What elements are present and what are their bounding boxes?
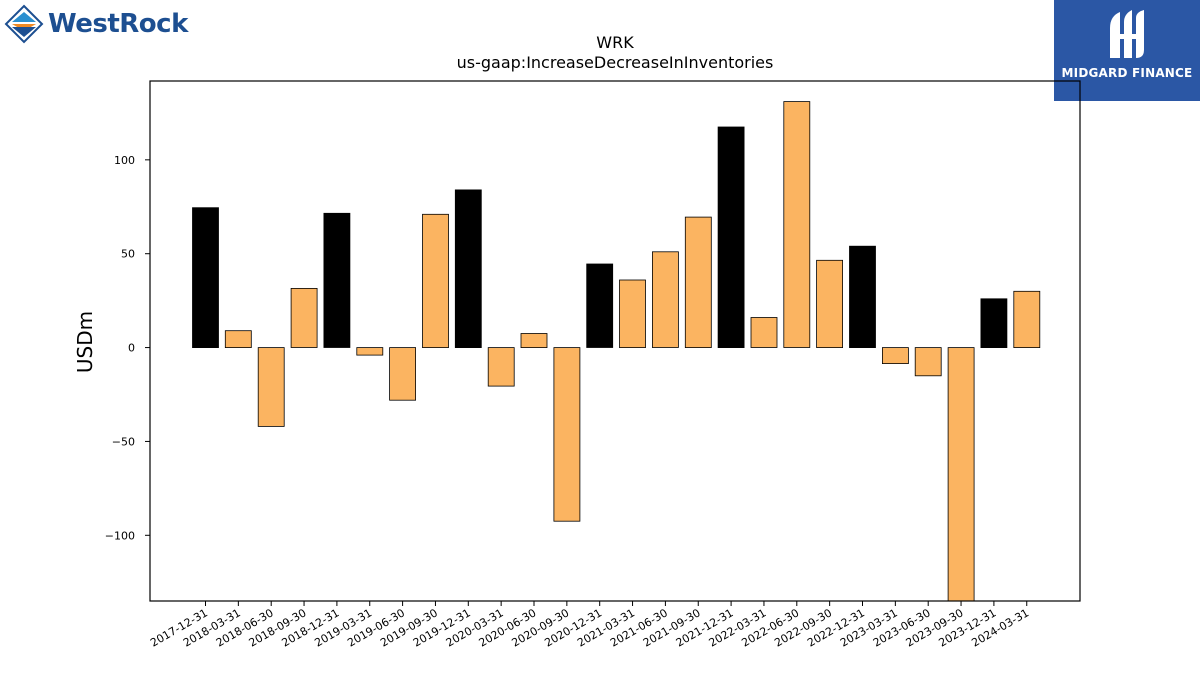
bar-2019-09-30 xyxy=(422,213,449,349)
bar-2021-12-31 xyxy=(717,126,745,349)
bar-2019-06-30 xyxy=(389,347,417,401)
bar-2022-06-30 xyxy=(783,101,811,348)
midgard-finance-logo-icon xyxy=(1110,10,1144,58)
y-tick-label: 50 xyxy=(121,248,135,261)
y-axis-ticks: −100 −50 0 50 100 xyxy=(105,154,150,542)
bar-2018-12-31 xyxy=(323,212,351,348)
bar-2022-09-30 xyxy=(816,259,843,348)
y-tick-label: 100 xyxy=(114,154,135,167)
bars-group xyxy=(192,101,1041,602)
bar-2020-12-31 xyxy=(586,263,614,348)
y-tick-label: −100 xyxy=(105,529,135,542)
bar-2018-06-30 xyxy=(257,347,285,427)
midgard-finance-brand-name: MIDGARD FINANCE xyxy=(1061,66,1193,80)
bar-2019-12-31 xyxy=(454,189,482,348)
y-tick-label: −50 xyxy=(112,435,135,448)
bar-2017-12-31 xyxy=(192,207,219,348)
bar-2020-09-30 xyxy=(553,347,581,522)
y-tick-label: 0 xyxy=(128,342,135,355)
westrock-diamond-logo-icon xyxy=(4,4,44,44)
westrock-brand-name: WestRock xyxy=(48,9,188,39)
bar-2019-03-31 xyxy=(356,347,384,356)
bar-2023-12-31 xyxy=(980,298,1008,348)
bar-2018-09-30 xyxy=(290,287,318,348)
midgard-finance-logo: MIDGARD FINANCE xyxy=(1054,0,1200,101)
bar-2024-03-31 xyxy=(1013,290,1041,348)
bar-2021-09-30 xyxy=(684,216,712,349)
bar-2023-03-31 xyxy=(882,347,909,365)
bar-2020-03-31 xyxy=(487,347,515,387)
chart-subtitle: us-gaap:IncreaseDecreaseInInventories xyxy=(457,53,774,72)
bar-2023-09-30 xyxy=(947,347,975,602)
bar-2022-12-31 xyxy=(849,245,876,348)
bar-2020-06-30 xyxy=(520,333,548,349)
bar-2021-06-30 xyxy=(652,251,679,348)
y-axis-label: USDm xyxy=(73,311,97,373)
plot-area-frame xyxy=(149,80,1081,602)
bar-2018-03-31 xyxy=(224,330,252,349)
bar-2023-06-30 xyxy=(914,347,942,377)
chart-title: WRK xyxy=(596,33,634,52)
westrock-logo: WestRock xyxy=(4,4,188,44)
bar-2021-03-31 xyxy=(619,279,646,348)
x-axis-ticks: 2017-12-312018-03-312018-06-302018-09-30… xyxy=(148,601,1031,650)
bar-2022-03-31 xyxy=(750,317,778,348)
